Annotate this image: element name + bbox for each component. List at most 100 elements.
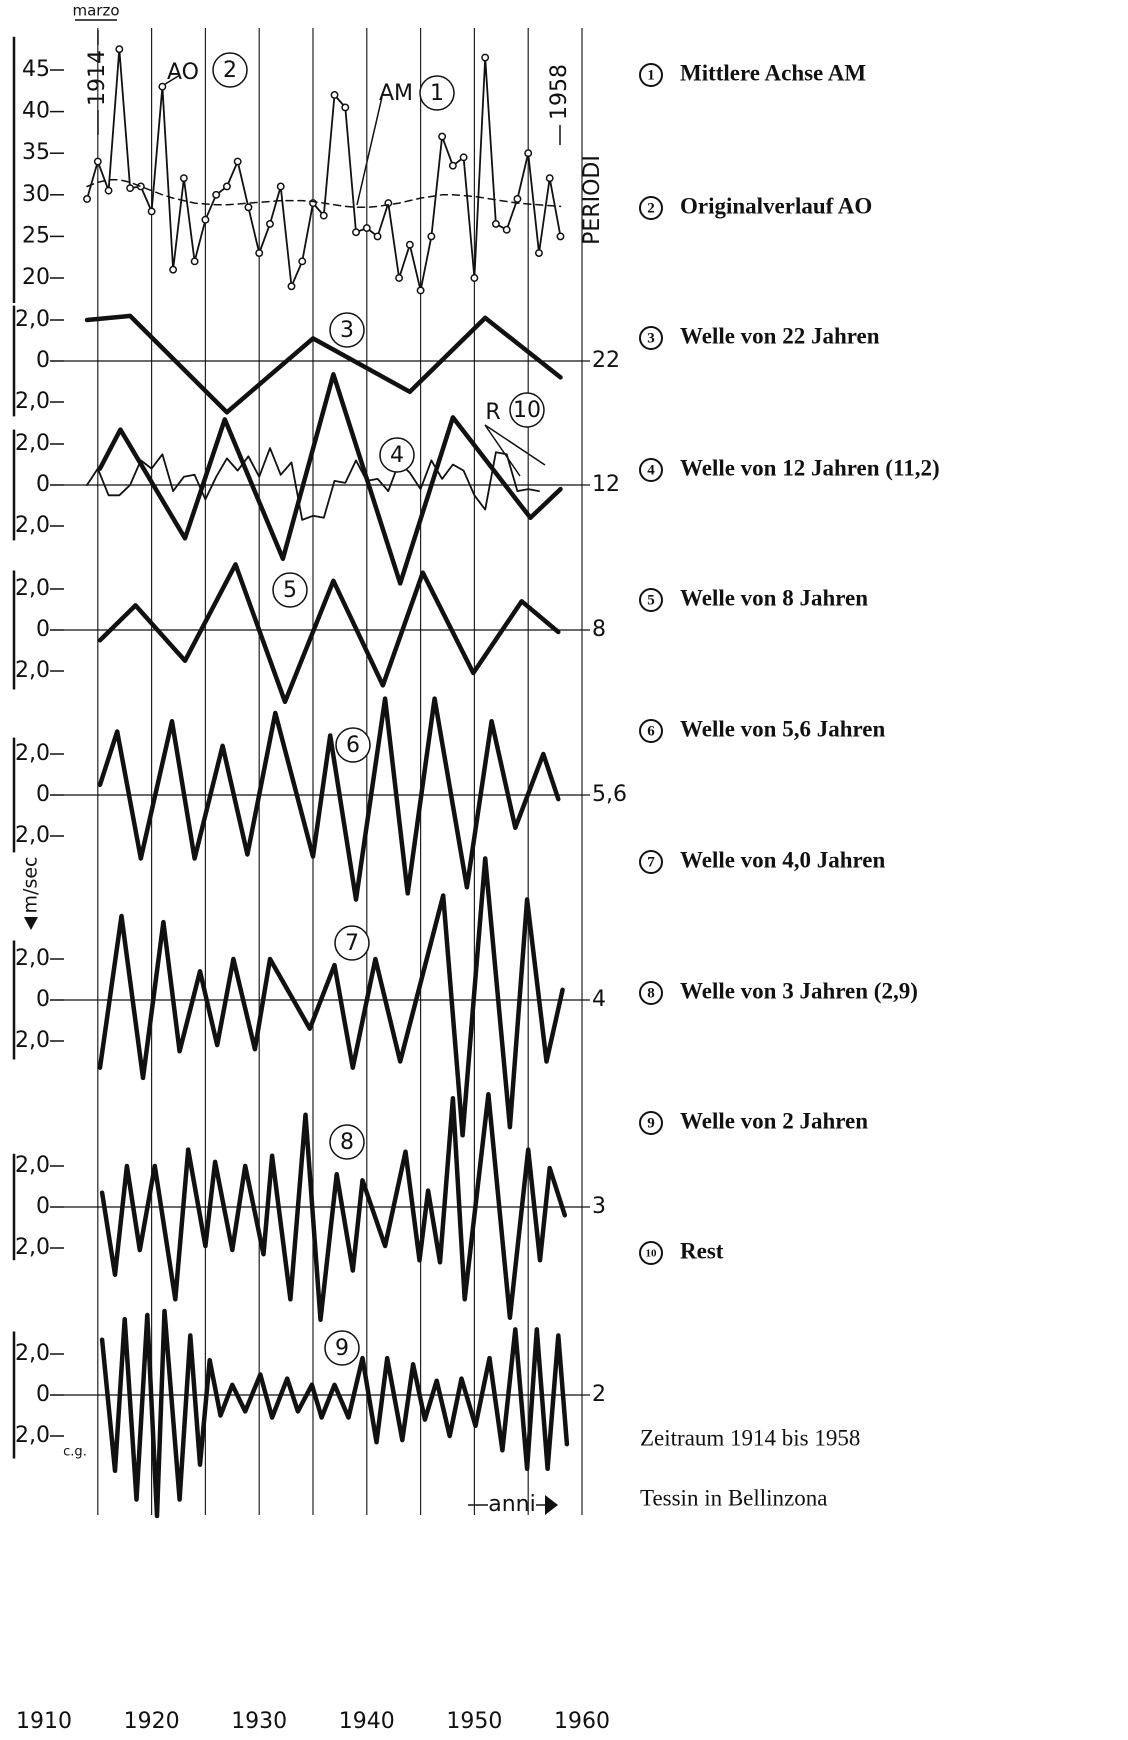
y-tick-label: 0 (36, 987, 50, 1012)
label-circle (419, 75, 455, 111)
data-point (136, 182, 145, 191)
legend-label: Welle von 3 Jahren (2,9) (680, 978, 918, 1003)
period-label: 8 (592, 617, 606, 642)
leader-line (484, 424, 546, 466)
legend-number: 9 (647, 1115, 655, 1131)
legend-number: 2 (647, 200, 655, 216)
y-tick-label: 0 (36, 1382, 50, 1407)
data-point (201, 215, 210, 224)
legend-circle (639, 981, 663, 1005)
legend-circle (639, 196, 663, 220)
data-point (287, 282, 296, 291)
data-point (266, 219, 274, 228)
data-point (83, 195, 91, 203)
y-tick-label: 2,0 (15, 823, 50, 848)
y-tick-label: 2,0 (15, 1423, 50, 1448)
period-label: 4 (592, 987, 606, 1012)
y-tick-label: 2,0 (15, 307, 50, 332)
month-label: marzo (72, 2, 119, 20)
data-point (126, 184, 135, 193)
period-label: 22 (592, 348, 620, 373)
x-tick-label: 1920 (124, 1709, 180, 1734)
series-line (97, 372, 563, 586)
legend-circle (639, 63, 663, 87)
label-circle (334, 925, 370, 961)
data-point (158, 82, 167, 91)
series-line (97, 696, 561, 902)
period-title: PERIODI (580, 155, 605, 245)
y-tick-label: 0 (36, 1194, 50, 1219)
period-label: 12 (592, 472, 620, 497)
y-tick-label: 30 (22, 182, 50, 207)
legend-number: 1 (647, 67, 655, 83)
data-point (416, 286, 425, 295)
note: Zeitraum 1914 bis 1958 (640, 1425, 860, 1450)
series-line (86, 447, 540, 521)
legend-circle (639, 850, 663, 874)
label-circle (272, 572, 308, 608)
series-line (86, 179, 562, 209)
data-point (438, 132, 447, 141)
annotation: R (485, 400, 500, 425)
y-tick-label: 2,0 (15, 741, 50, 766)
series-line (99, 1092, 568, 1323)
data-point (556, 232, 565, 241)
legend-number: 5 (647, 592, 655, 608)
annotation: AM (379, 81, 413, 106)
legend-circle (639, 458, 663, 482)
data-point (502, 225, 511, 234)
legend-circle (639, 326, 663, 350)
data-point (545, 174, 554, 183)
label-circle (379, 437, 415, 473)
y-tick-label: 45 (22, 57, 50, 82)
data-point (427, 232, 436, 241)
legend-label: Rest (680, 1238, 724, 1263)
data-point (470, 274, 479, 282)
data-point (255, 249, 264, 257)
legend-number: 4 (647, 462, 655, 478)
legend-circle (639, 1111, 663, 1135)
legend-label: Welle von 2 Jahren (680, 1108, 868, 1133)
series-line (86, 48, 562, 292)
legend-number: 7 (647, 854, 655, 870)
legend-circle (639, 719, 663, 743)
data-point (212, 190, 221, 199)
annotation: 3 (340, 318, 354, 343)
x-tick-label: 1930 (231, 1709, 287, 1734)
data-point (115, 45, 124, 54)
data-point (373, 232, 382, 241)
y-tick-label: 35 (22, 140, 50, 165)
y-tick-label: 2,0 (15, 658, 50, 683)
data-point (319, 211, 328, 220)
y-tick-label: 2,0 (15, 946, 50, 971)
annotation: 1 (430, 81, 444, 106)
y-tick-label: 0 (36, 472, 50, 497)
annotation: AO (167, 60, 199, 85)
end-label: 1958 (547, 64, 572, 120)
data-point (524, 149, 533, 158)
series-line (99, 1308, 570, 1519)
data-point (93, 157, 102, 166)
period-label: 3 (592, 1194, 606, 1219)
data-point (341, 103, 350, 112)
arrow (24, 917, 38, 930)
annotation: 4 (390, 443, 404, 468)
y-tick-label: 0 (36, 617, 50, 642)
data-point (276, 182, 285, 191)
y-axis-label: m/sec (20, 857, 42, 914)
y-tick-label: 2,0 (15, 389, 50, 414)
data-point (190, 257, 199, 266)
data-point (448, 161, 457, 170)
data-point (362, 224, 371, 233)
annotation: 2 (223, 58, 237, 83)
legend-label: Welle von 5,6 Jahren (680, 716, 886, 741)
y-tick-label: 40 (22, 99, 50, 124)
annotation: 9 (335, 1336, 349, 1361)
legend-label: Welle von 4,0 Jahren (680, 847, 886, 872)
legend-number: 8 (647, 985, 655, 1001)
label-circle (329, 1124, 365, 1160)
period-label: 5,6 (592, 782, 627, 807)
data-point (459, 153, 468, 162)
